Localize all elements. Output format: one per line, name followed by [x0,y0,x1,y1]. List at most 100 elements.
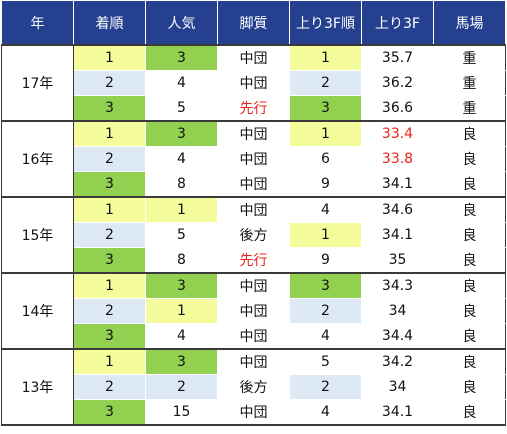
finish-cell: 3 [73,247,146,274]
last3f-rank-cell: 3 [289,95,362,122]
last3f-time-cell: 34.1 [361,399,434,426]
popularity-cell: 3 [145,120,218,147]
popularity-cell: 15 [145,399,218,426]
table-row: 2 4 中団 2 36.2 重 [2,70,506,96]
year-cell: 13年 [1,348,74,426]
running-style-cell: 中団 [217,348,290,375]
race-results-table: 年 着順 人気 脚質 上り3F順 上り3F 馬場 17年 1 3 中団 1 35.7 重 2 4… [1,1,506,426]
track-condition-cell: 良 [433,272,506,299]
table-row: 13年 1 3 中団 5 34.2 良 [1,348,506,426]
last3f-time-cell: 36.2 [361,70,434,96]
running-style-cell: 中団 [217,70,290,96]
last3f-rank-cell: 2 [289,70,362,96]
last3f-rank-cell: 2 [289,374,362,400]
finish-cell: 1 [73,196,146,223]
header-row: 年 着順 人気 脚質 上り3F順 上り3F 馬場 [1,1,506,46]
header-year: 年 [1,1,74,46]
table-header: 年 着順 人気 脚質 上り3F順 上り3F 馬場 [1,1,506,46]
popularity-cell: 3 [145,348,218,375]
track-condition-cell: 良 [433,222,506,248]
table-row: 3 8 中団 9 34.1 良 [2,171,506,198]
running-style-cell: 中団 [217,44,290,71]
running-style-cell: 中団 [217,171,290,198]
track-condition-cell: 良 [433,298,506,324]
table-row: 3 5 先行 3 36.6 重 [2,95,506,122]
table-row: 15年 1 1 中団 4 34.6 良 [1,196,506,274]
last3f-rank-cell: 1 [289,44,362,71]
last3f-rank-cell: 4 [289,399,362,426]
header-last3f-rank: 上り3F順 [289,1,362,46]
finish-cell: 3 [73,399,146,426]
running-style-cell: 中団 [217,146,290,172]
table-row: 16年 1 3 中団 1 33.4 良 [1,120,506,198]
header-track-condition: 馬場 [433,1,506,46]
last3f-rank-cell: 3 [289,272,362,299]
table-row: 3 8 先行 9 35 良 [2,247,506,274]
track-condition-cell: 良 [433,399,506,426]
last3f-rank-cell: 9 [289,171,362,198]
table-row: 14年 1 3 中団 3 34.3 良 [1,272,506,350]
popularity-cell: 3 [145,272,218,299]
running-style-cell: 先行 [217,95,290,122]
last3f-time-cell: 34.3 [361,272,434,299]
popularity-cell: 1 [145,298,218,324]
track-condition-cell: 良 [433,171,506,198]
last3f-time-cell: 34.1 [361,222,434,248]
popularity-cell: 4 [145,146,218,172]
last3f-time-cell: 34.1 [361,171,434,198]
table-row: 2 2 後方 2 34 良 [2,374,506,400]
last3f-time-cell: 35 [361,247,434,274]
finish-cell: 3 [73,95,146,122]
finish-cell: 2 [73,222,146,248]
popularity-cell: 8 [145,247,218,274]
last3f-time-cell: 34.4 [361,323,434,350]
last3f-rank-cell: 5 [289,348,362,375]
last3f-time-cell: 34 [361,374,434,400]
popularity-cell: 8 [145,171,218,198]
running-style-cell: 後方 [217,374,290,400]
popularity-cell: 3 [145,44,218,71]
table-row: 17年 1 3 中団 1 35.7 重 [1,44,506,122]
table-row: 2 1 中団 2 34 良 [2,298,506,324]
last3f-time-cell: 34.6 [361,196,434,223]
year-cell: 15年 [1,196,74,274]
table-row: 3 15 中団 4 34.1 良 [2,399,506,426]
popularity-cell: 4 [145,323,218,350]
running-style-cell: 中団 [217,196,290,223]
header-finish: 着順 [73,1,146,46]
track-condition-cell: 重 [433,44,506,71]
running-style-cell: 先行 [217,247,290,274]
track-condition-cell: 良 [433,120,506,147]
last3f-rank-cell: 9 [289,247,362,274]
table-row: 2 5 後方 1 34.1 良 [2,222,506,248]
last3f-time-cell: 34 [361,298,434,324]
table-row: 2 4 中団 6 33.8 良 [2,146,506,172]
table-body: 17年 1 3 中団 1 35.7 重 2 4 中団 2 36.2 重 3 5 先行 3 36.6 重 16年 1 3 中団… [1,44,506,426]
finish-cell: 1 [73,44,146,71]
last3f-rank-cell: 6 [289,146,362,172]
header-last3f-time: 上り3F [361,1,434,46]
track-condition-cell: 重 [433,95,506,122]
finish-cell: 2 [73,146,146,172]
table-row: 3 4 中団 4 34.4 良 [2,323,506,350]
running-style-cell: 中団 [217,323,290,350]
track-condition-cell: 良 [433,348,506,375]
track-condition-cell: 良 [433,247,506,274]
last3f-rank-cell: 1 [289,222,362,248]
last3f-rank-cell: 1 [289,120,362,147]
header-popularity: 人気 [145,1,218,46]
popularity-cell: 5 [145,95,218,122]
finish-cell: 2 [73,298,146,324]
last3f-rank-cell: 4 [289,196,362,223]
track-condition-cell: 重 [433,70,506,96]
running-style-cell: 中団 [217,298,290,324]
track-condition-cell: 良 [433,323,506,350]
running-style-cell: 中団 [217,120,290,147]
last3f-time-cell: 36.6 [361,95,434,122]
last3f-time-cell: 34.2 [361,348,434,375]
header-running-style: 脚質 [217,1,290,46]
running-style-cell: 中団 [217,399,290,426]
finish-cell: 1 [73,348,146,375]
last3f-time-cell: 33.4 [361,120,434,147]
track-condition-cell: 良 [433,146,506,172]
